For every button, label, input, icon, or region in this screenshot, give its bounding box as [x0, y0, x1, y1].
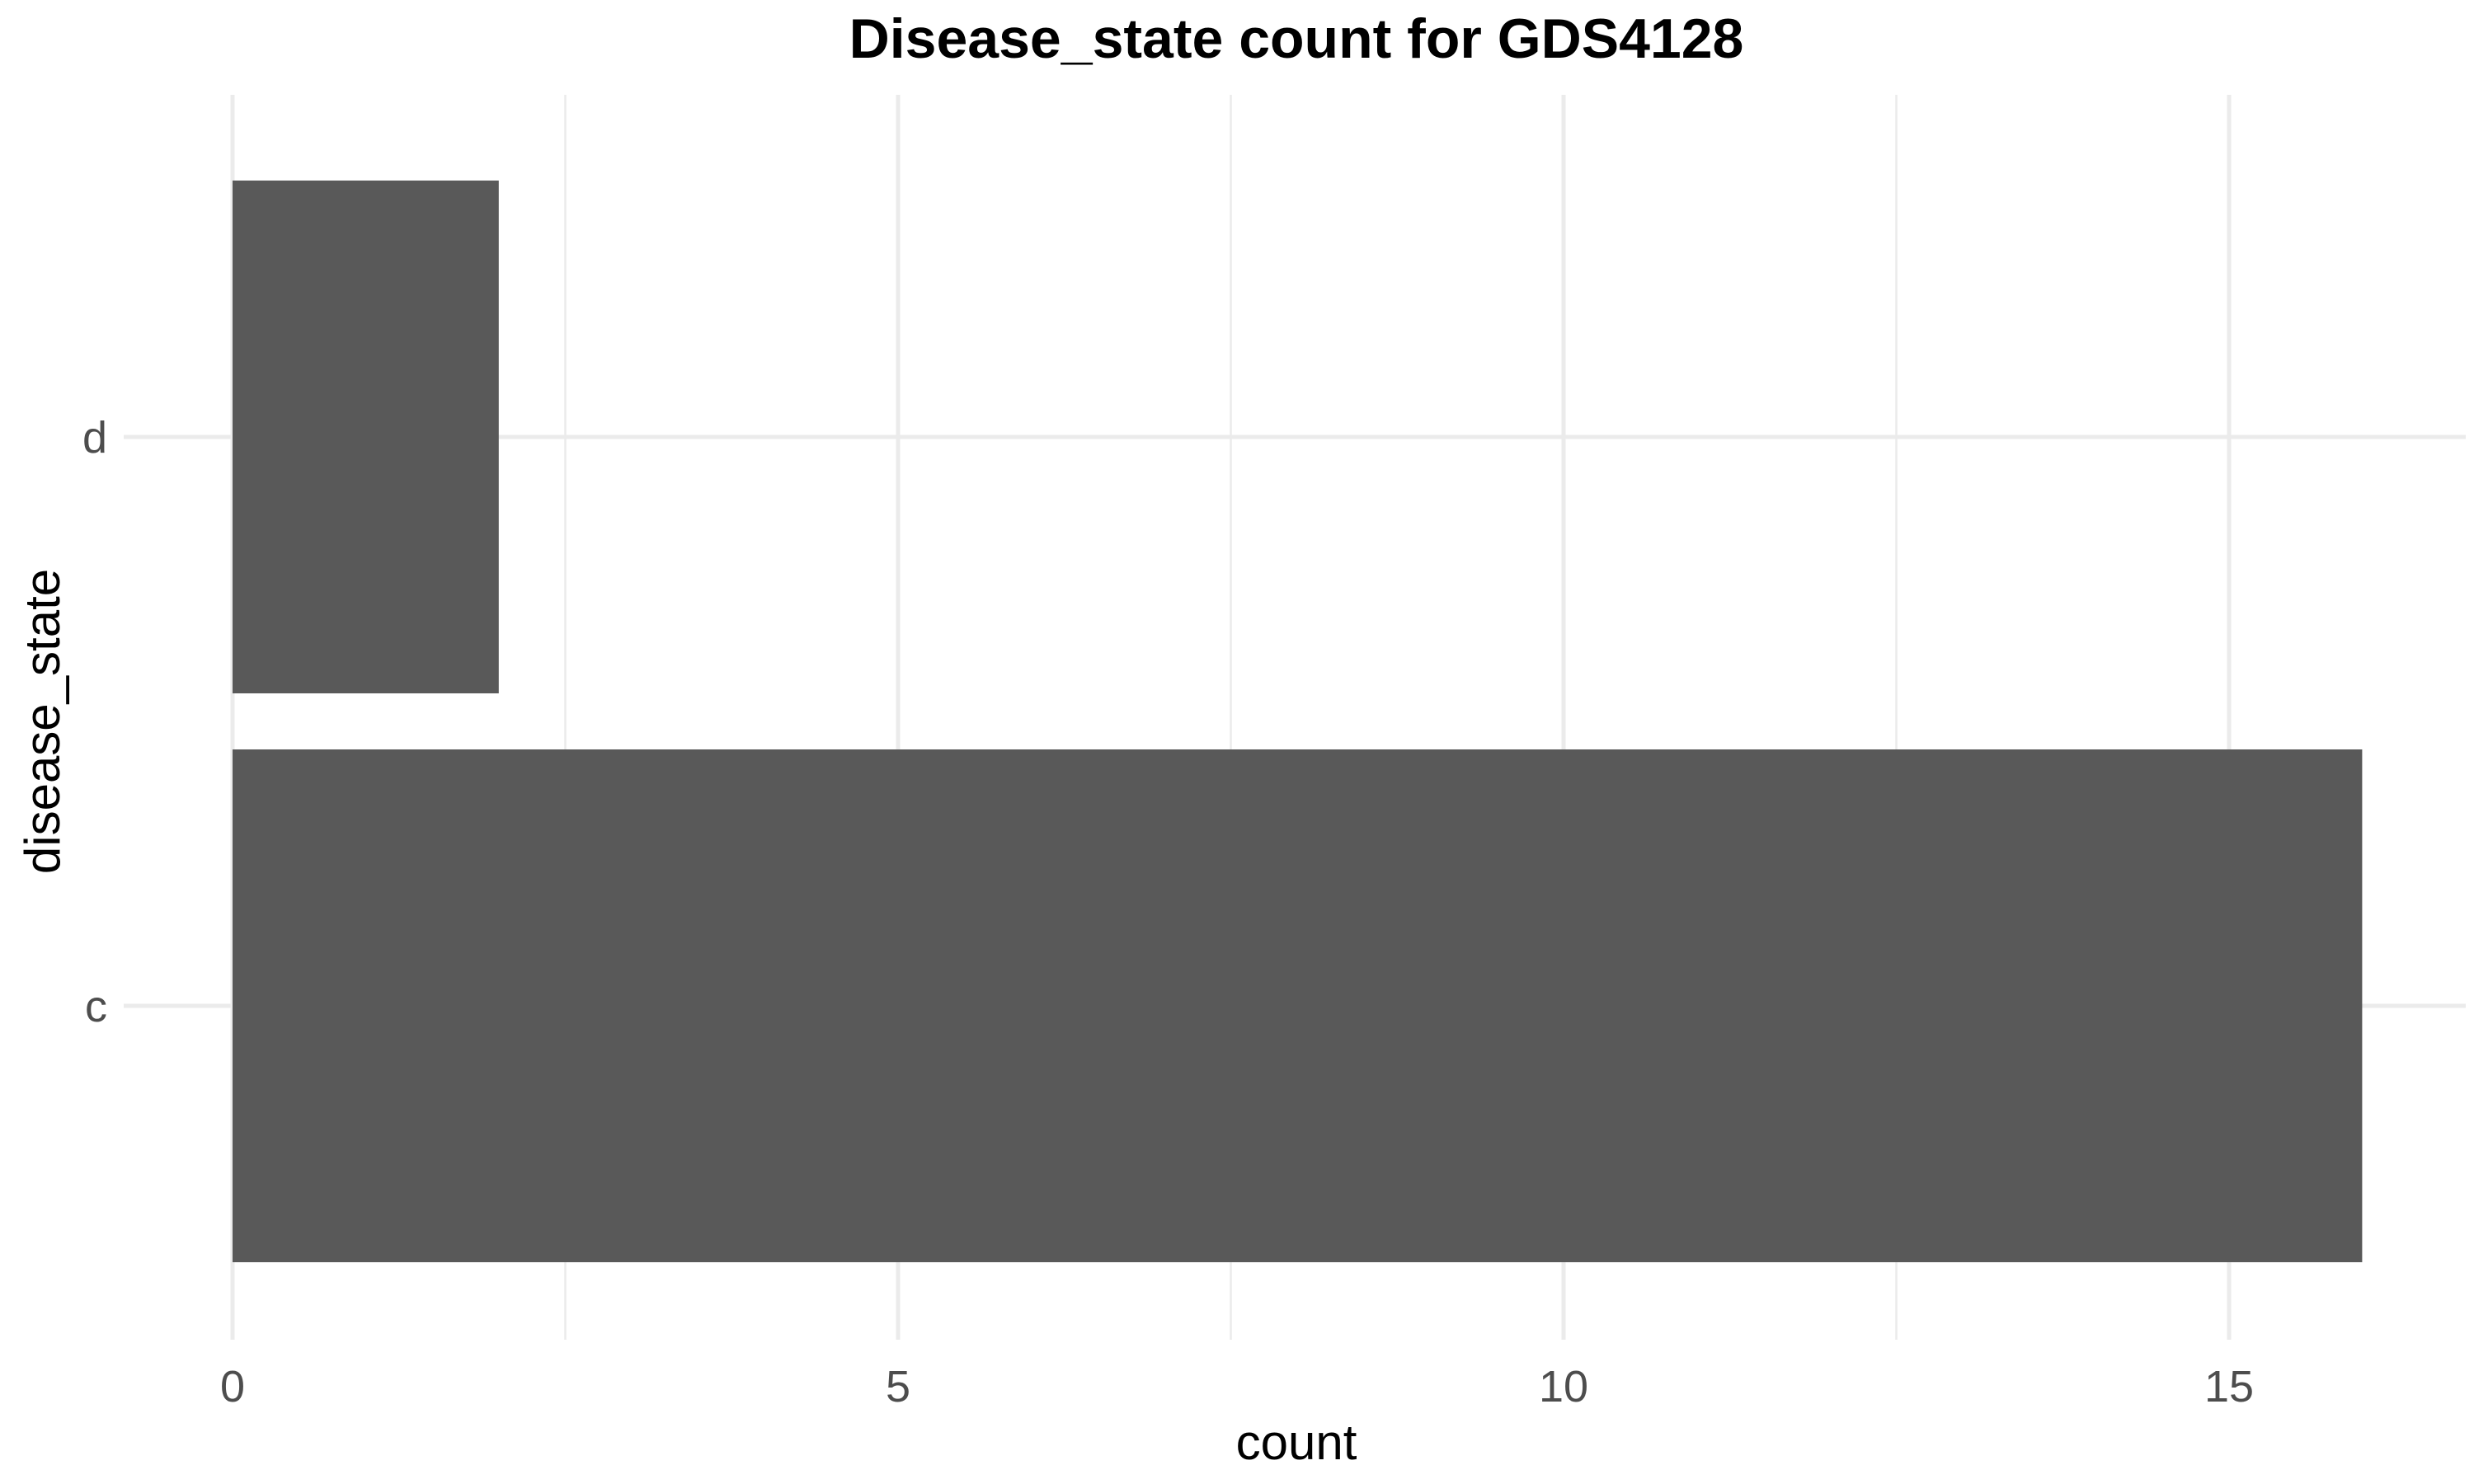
y-axis-tick-labels: cd	[82, 413, 107, 1031]
x-axis-title: count	[1236, 1415, 1357, 1470]
x-tick-label: 5	[886, 1362, 910, 1411]
x-tick-label: 15	[2204, 1362, 2254, 1411]
x-axis-tick-labels: 0 5 10 15	[220, 1362, 2254, 1411]
bars	[233, 181, 2363, 1262]
y-tick-label: d	[82, 413, 107, 463]
x-tick-label: 0	[220, 1362, 245, 1411]
chart-title: Disease_state count for GDS4128	[849, 7, 1744, 70]
y-axis-title: disease_state	[15, 569, 70, 874]
x-tick-label: 10	[1539, 1362, 1588, 1411]
y-tick-label: c	[85, 982, 107, 1031]
bar-c	[233, 749, 2363, 1262]
bar-d	[233, 181, 499, 693]
